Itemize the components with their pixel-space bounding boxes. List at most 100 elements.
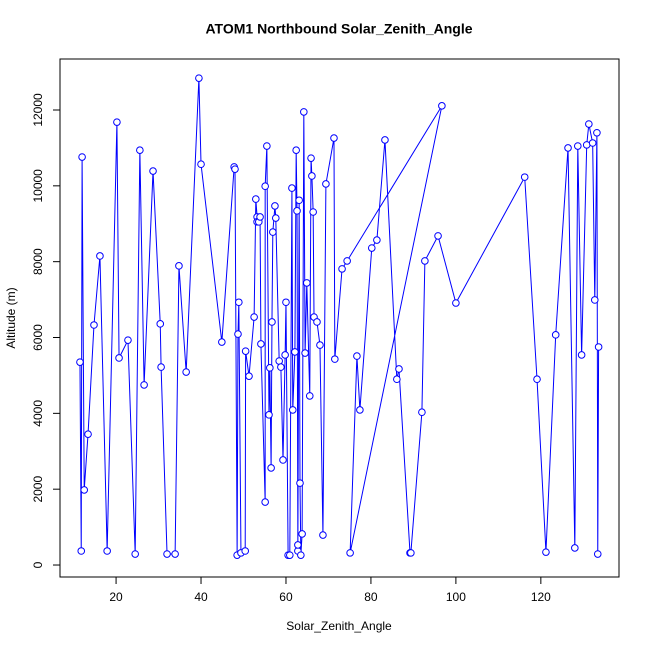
data-point	[261, 182, 269, 191]
y-tick-label: 2000	[31, 476, 45, 503]
data-point	[113, 118, 121, 126]
data-point	[573, 142, 582, 150]
data-point	[590, 296, 599, 304]
data-point	[593, 128, 601, 137]
data-point	[343, 257, 351, 265]
data-point	[305, 392, 314, 400]
data-point	[520, 173, 529, 181]
data-point	[438, 102, 446, 110]
data-point	[77, 547, 86, 555]
data-point	[156, 320, 165, 328]
data-point	[309, 208, 317, 216]
data-point	[140, 381, 148, 389]
data-point	[257, 340, 265, 348]
data-point	[395, 365, 403, 373]
data-point	[266, 364, 274, 372]
data-point	[533, 375, 541, 384]
data-point	[593, 550, 602, 558]
data-point	[298, 530, 306, 538]
data-point	[96, 252, 104, 260]
data-point	[542, 548, 550, 556]
data-point	[218, 338, 226, 346]
data-point	[235, 298, 243, 307]
data-point	[286, 551, 294, 559]
data-point	[300, 108, 308, 116]
data-point	[292, 146, 300, 154]
data-point	[407, 549, 415, 557]
data-point	[149, 167, 157, 175]
data-point	[452, 299, 460, 307]
data-point	[279, 456, 287, 464]
data-point	[331, 355, 339, 363]
data-point	[418, 408, 426, 417]
data-point	[157, 363, 165, 371]
data-point	[330, 134, 338, 142]
data-point	[291, 348, 299, 356]
data-point	[308, 172, 316, 180]
data-point	[585, 120, 593, 128]
data-point	[131, 550, 139, 558]
x-tick-label: 100	[446, 590, 466, 604]
data-point	[551, 331, 560, 339]
data-point	[319, 531, 327, 539]
data-point	[421, 257, 429, 265]
data-point	[115, 354, 123, 362]
data-point	[245, 372, 253, 380]
data-point	[241, 347, 250, 355]
data-point	[263, 142, 271, 150]
data-point	[80, 486, 89, 494]
data-point	[381, 136, 389, 144]
data-point	[182, 368, 190, 376]
data-point	[302, 279, 311, 287]
x-tick-label: 80	[364, 590, 378, 604]
data-point	[269, 228, 277, 236]
data-point	[275, 357, 283, 365]
y-tick-label: 0	[31, 561, 45, 568]
data-point	[393, 375, 401, 384]
data-point	[271, 202, 279, 210]
data-point	[265, 411, 273, 419]
y-tick-label: 10000	[31, 169, 45, 203]
data-point	[356, 406, 364, 414]
data-point	[288, 184, 296, 192]
y-tick-label: 8000	[31, 248, 45, 275]
data-point	[322, 180, 330, 188]
data-point	[295, 196, 303, 205]
data-point	[346, 549, 354, 557]
data-point	[588, 139, 597, 147]
data-point	[571, 544, 579, 552]
data-point	[281, 351, 289, 359]
data-point	[434, 232, 442, 240]
data-point	[301, 349, 309, 357]
data-point	[241, 547, 250, 555]
data-point	[282, 298, 290, 307]
chart-title: ATOM1 Northbound Solar_Zenith_Angle	[205, 21, 472, 37]
data-point	[250, 313, 258, 321]
data-point	[564, 144, 572, 152]
data-point	[307, 154, 315, 162]
data-point	[296, 479, 304, 487]
data-point	[594, 343, 603, 351]
plot-box	[59, 58, 620, 578]
data-point	[294, 541, 302, 549]
data-point	[234, 330, 242, 338]
x-axis-label: Solar_Zenith_Angle	[286, 619, 392, 633]
data-point	[171, 550, 179, 558]
data-point	[252, 195, 260, 203]
y-axis-label: Altitude (m)	[4, 287, 18, 348]
data-point	[124, 336, 132, 344]
data-point	[256, 213, 264, 221]
data-point	[267, 464, 275, 472]
data-point	[338, 265, 346, 273]
data-point	[175, 262, 183, 270]
data-point	[271, 214, 280, 222]
x-tick-label: 120	[531, 590, 551, 604]
x-tick-label: 60	[279, 590, 293, 604]
x-tick-label: 40	[194, 590, 208, 604]
data-point	[367, 244, 376, 252]
data-point	[197, 160, 205, 169]
data-point	[163, 550, 171, 558]
data-point	[297, 551, 305, 559]
data-point	[136, 146, 144, 154]
